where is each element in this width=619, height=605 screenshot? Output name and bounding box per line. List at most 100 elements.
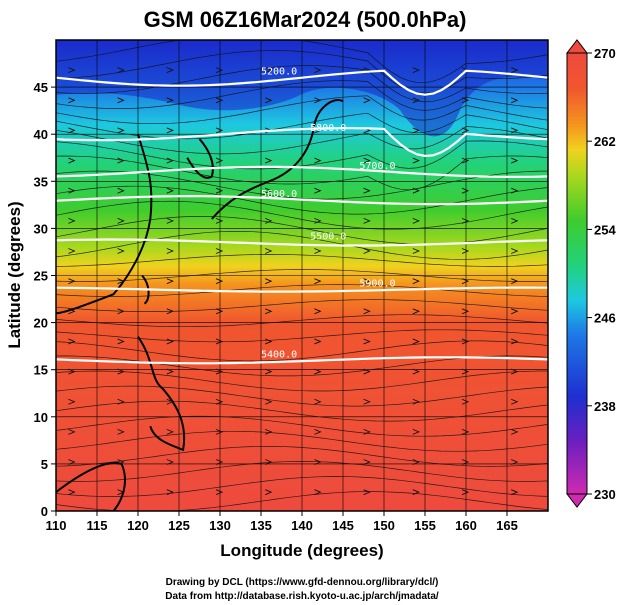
wind-arrow	[314, 428, 322, 435]
wind-arrow	[215, 489, 224, 496]
streamline	[56, 112, 548, 140]
lat-lon-grid	[56, 40, 548, 511]
colorbar-bottom-triangle	[565, 493, 589, 508]
wind-arrow	[215, 67, 224, 74]
x-tick-label: 120	[127, 518, 149, 533]
wind-arrow	[265, 278, 273, 285]
y-tick-label: 35	[34, 174, 48, 189]
wind-streamlines	[56, 40, 548, 511]
wind-arrow	[117, 248, 125, 254]
wind-arrow	[461, 428, 470, 435]
coastline-segment	[141, 274, 150, 305]
wind-arrow	[166, 187, 174, 194]
wind-arrow	[265, 368, 273, 375]
wind-arrow	[117, 459, 125, 465]
streamline	[56, 155, 548, 191]
streamline	[56, 269, 548, 282]
wind-arrow	[166, 368, 174, 375]
colorbar-tick-label: 238	[594, 399, 616, 414]
wind-arrow	[511, 278, 519, 285]
wind-arrow	[68, 67, 76, 74]
x-tick-label: 125	[168, 518, 190, 533]
wind-arrow	[117, 278, 125, 285]
wind-arrow	[314, 97, 322, 104]
wind-arrow	[68, 338, 76, 345]
y-tick-label: 40	[34, 127, 48, 142]
wind-arrow	[461, 278, 470, 285]
wind-arrow	[265, 217, 273, 224]
wind-arrow	[461, 338, 470, 345]
x-tick-label: 160	[455, 518, 477, 533]
wind-arrow	[412, 157, 420, 164]
x-tick-label: 150	[373, 518, 395, 533]
wind-arrow	[265, 157, 273, 164]
coastline-segment	[56, 133, 153, 315]
y-axis-label: Latitude (degrees)	[5, 201, 24, 348]
colorbar-tick-label: 270	[594, 46, 616, 61]
contour-label: 5700.0	[359, 161, 395, 172]
wind-arrow	[166, 278, 174, 285]
contour-line	[56, 69, 548, 96]
wind-arrow	[412, 308, 420, 315]
map-title: GSM 06Z16Mar2024 (500.0hPa)	[144, 7, 467, 32]
wind-arrow	[215, 428, 224, 435]
wind-arrow	[511, 459, 519, 465]
wind-arrow	[363, 489, 371, 496]
x-axis-label: Longitude (degrees)	[220, 541, 383, 560]
wind-arrow	[363, 278, 371, 285]
streamline	[56, 400, 548, 422]
colorbar-tick-label: 254	[594, 222, 616, 237]
wind-arrow	[461, 157, 470, 164]
wind-arrow	[117, 398, 125, 405]
streamline	[56, 95, 548, 125]
wind-arrow	[314, 248, 322, 254]
wind-arrow	[166, 338, 174, 345]
wind-arrow	[511, 338, 519, 345]
wind-arrow	[265, 67, 273, 74]
wind-arrow	[265, 338, 273, 345]
wind-arrow	[166, 157, 174, 164]
x-axis-ticks: 110 115 120 125 130 135 140 145 150 155 160 165	[46, 511, 518, 533]
wind-arrow	[363, 157, 371, 164]
wind-arrow	[265, 97, 273, 104]
streamline	[56, 231, 548, 260]
streamline	[56, 140, 548, 170]
wind-arrow	[461, 127, 470, 134]
wind-arrow	[412, 248, 420, 254]
streamline	[56, 461, 548, 482]
wind-arrow	[265, 428, 273, 435]
wind-arrow	[215, 187, 224, 194]
wind-arrow	[166, 308, 174, 315]
wind-arrow	[265, 187, 273, 194]
contour-line	[56, 195, 548, 206]
wind-arrow	[215, 97, 224, 104]
contour-line	[56, 286, 548, 293]
x-tick-label: 165	[496, 518, 518, 533]
streamline	[56, 476, 548, 497]
wind-arrow	[412, 97, 420, 104]
wind-arrow	[68, 278, 76, 285]
wind-arrow	[412, 217, 420, 224]
contour-label: 5600.0	[261, 189, 297, 200]
wind-arrow	[511, 368, 519, 375]
x-tick-label: 135	[250, 518, 272, 533]
wind-arrow	[68, 489, 76, 496]
streamline	[56, 299, 548, 312]
wind-arrow	[117, 97, 125, 104]
wind-arrow	[461, 97, 470, 104]
streamline	[56, 415, 548, 437]
wind-arrow	[265, 398, 273, 405]
colorbar-top-triangle	[565, 39, 589, 54]
wind-arrow	[215, 127, 224, 134]
contour-line	[56, 238, 548, 247]
credit-drawing: Drawing by DCL (https://www.gfd-dennou.o…	[166, 577, 439, 588]
y-tick-label: 30	[34, 221, 48, 236]
wind-arrow	[412, 489, 420, 496]
wind-arrow	[117, 368, 125, 375]
wind-arrow	[265, 308, 273, 315]
wind-arrow	[412, 398, 420, 405]
wind-arrow	[461, 368, 470, 375]
wind-arrow	[166, 398, 174, 405]
wind-arrow	[314, 308, 322, 315]
